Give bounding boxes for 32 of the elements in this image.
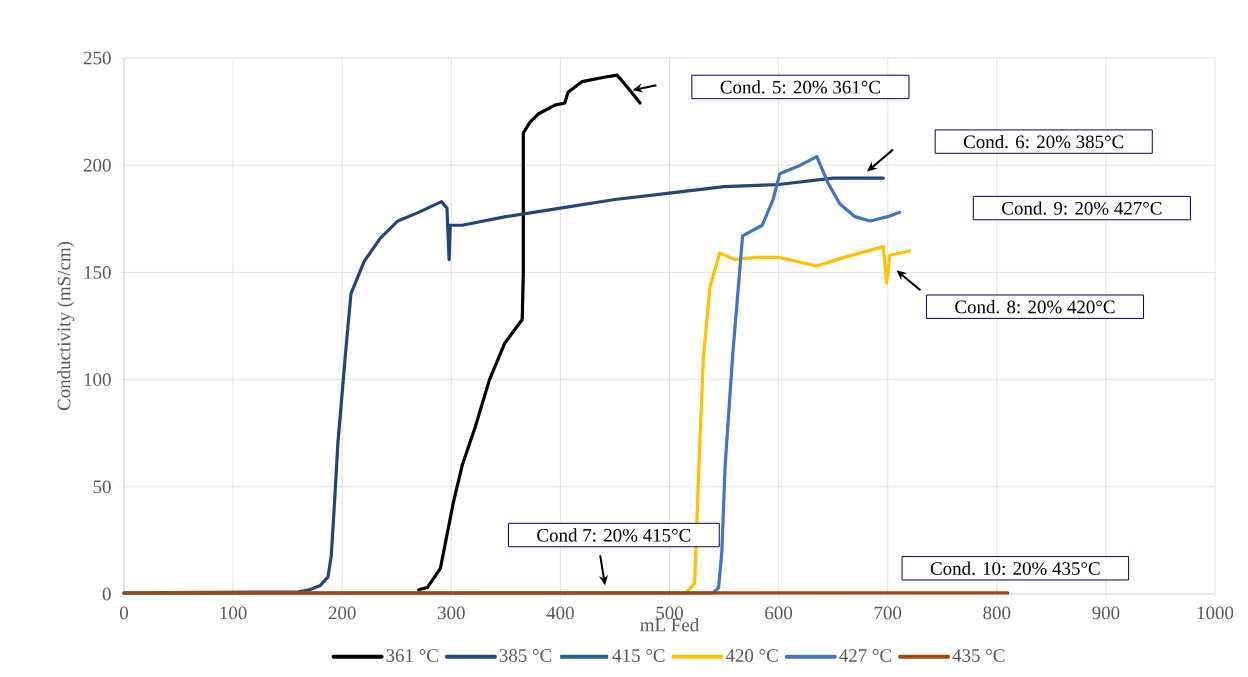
y-tick-label: 250 (83, 51, 111, 65)
x-tick-label: 300 (438, 606, 465, 620)
y-tick-label: 100 (84, 373, 111, 386)
legend-label: 427 °C (839, 649, 892, 662)
annotation: Cond. 6: 20% 385°C (963, 134, 1124, 149)
y-axis-title: Conductivity (mS/cm) (57, 241, 75, 411)
x-tick-label: 200 (328, 606, 356, 620)
x-tick-label: 400 (546, 606, 574, 620)
x-tick-label: 0 (119, 606, 128, 620)
line-series (416, 73, 642, 592)
annotation: Cond. 8: 20% 420°C (955, 300, 1115, 314)
legend-label: 435 °C (952, 649, 1005, 662)
x-tick-label: 900 (1092, 606, 1120, 620)
y-tick-label: 150 (84, 266, 111, 279)
legend-label: 361 °C (386, 649, 438, 662)
x-tick-label: 1000 (1197, 606, 1234, 620)
x-tick-label: 100 (220, 606, 247, 620)
x-tick-label: 800 (983, 606, 1011, 620)
x-tick-label: 500 (656, 606, 683, 620)
annotation: Cond. 9: 20% 427°C (1002, 201, 1162, 215)
annotation: Cond. 10: 20% 435°C (930, 561, 1100, 575)
y-tick-label: 50 (93, 480, 111, 494)
x-tick-label: 600 (765, 606, 793, 620)
annotation: Cond. 5: 20% 361°C (720, 80, 880, 94)
legend-label: 415 °C (612, 649, 665, 662)
legend-label: 385 °C (499, 649, 552, 662)
legend-label: 420 °C (725, 649, 778, 662)
x-tick-label: 700 (874, 606, 902, 620)
annotation: Cond 7: 20% 415°C (537, 528, 691, 542)
y-tick-label: 200 (83, 158, 111, 172)
y-tick-label: 0 (102, 587, 111, 601)
x-axis-title: mL Fed (640, 618, 699, 632)
